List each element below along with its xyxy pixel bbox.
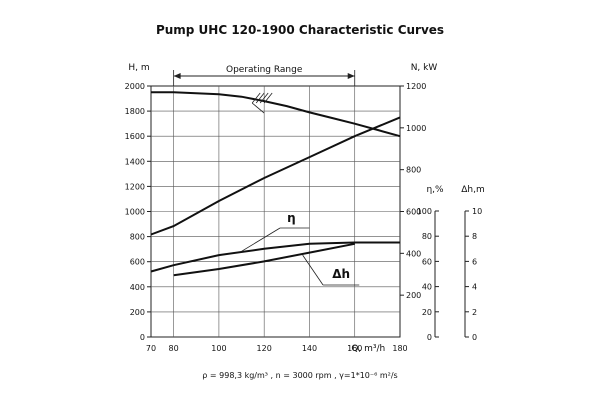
- head-axis-label: H, m: [128, 63, 149, 73]
- power-tick-label: 400: [406, 249, 421, 258]
- head-hatch: [251, 92, 261, 104]
- head-hatch: [263, 92, 273, 104]
- efficiency-leader: [241, 227, 281, 252]
- x-axis-label: Q, m³/h: [351, 344, 385, 354]
- head-tick-label: 1800: [125, 107, 145, 116]
- power-tick-label: 200: [406, 291, 421, 300]
- x-tick-label: 80: [169, 344, 179, 353]
- operating-range-arrow-right: [347, 73, 355, 79]
- curve-labels: η Δh: [241, 211, 360, 286]
- footer-constants: ρ = 998,3 kg/m³ , n = 3000 rpm , γ=1*10⁻…: [202, 371, 397, 380]
- x-tick-label: 120: [257, 344, 272, 353]
- operating-range: Operating Range: [173, 65, 356, 86]
- efficiency-tick-label: 60: [422, 257, 432, 266]
- head-tick-label: 1600: [125, 132, 145, 141]
- npsh-tick-label: 0: [472, 333, 477, 342]
- npsh-tick-label: 4: [472, 283, 477, 292]
- efficiency-tick-label: 0: [427, 333, 432, 342]
- head-hatch: [255, 92, 265, 104]
- head-hatch: [251, 102, 265, 114]
- head-curve: [151, 91, 401, 138]
- grid: [150, 85, 401, 338]
- power-curve: [150, 116, 401, 236]
- npsh-tick-label: 8: [472, 232, 477, 241]
- efficiency-tick-label: 20: [422, 308, 432, 317]
- npsh-curve-label: Δh: [332, 267, 350, 281]
- power-tick-label: 1000: [406, 124, 426, 133]
- npsh-leader: [302, 254, 324, 286]
- efficiency-curve: [150, 241, 400, 273]
- head-tick-label: 600: [130, 258, 145, 267]
- head-tick-label: 400: [130, 283, 145, 292]
- power-axis-label: N, kW: [411, 63, 438, 73]
- power-tick-label: 800: [406, 166, 421, 175]
- x-tick-label: 160: [347, 344, 362, 353]
- efficiency-axis-label: η,%: [426, 185, 444, 195]
- head-tick-label: 1200: [125, 182, 145, 191]
- npsh-tick-label: 6: [472, 257, 477, 266]
- efficiency-curve-label: η: [287, 211, 296, 225]
- efficiency-tick-label: 80: [422, 232, 432, 241]
- x-tick-label: 180: [392, 344, 407, 353]
- npsh-axis-label: Δh,m: [461, 185, 485, 195]
- power-tick-label: 1200: [406, 82, 426, 91]
- npsh-curve: [173, 242, 355, 277]
- x-tick-label: 70: [146, 344, 156, 353]
- npsh-tick-label: 2: [472, 308, 477, 317]
- chart-title: Pump UHC 120-1900 Characteristic Curves: [156, 23, 444, 37]
- head-tick-label: 1000: [125, 208, 145, 217]
- operating-range-label: Operating Range: [226, 65, 303, 75]
- head-tick-label: 200: [130, 308, 145, 317]
- npsh-tick-label: 10: [472, 207, 482, 216]
- curves: [150, 91, 401, 277]
- head-tick-label: 2000: [125, 82, 145, 91]
- operating-range-arrow-left: [173, 73, 181, 79]
- x-tick-label: 140: [302, 344, 317, 353]
- head-tick-label: 0: [140, 333, 145, 342]
- efficiency-tick-label: 100: [417, 207, 432, 216]
- x-tick-label: 100: [211, 344, 226, 353]
- power-tick-label: 600: [406, 208, 421, 217]
- efficiency-tick-label: 40: [422, 283, 432, 292]
- head-tick-label: 800: [130, 233, 145, 242]
- head-hatch: [259, 92, 269, 104]
- head-tick-label: 1400: [125, 157, 145, 166]
